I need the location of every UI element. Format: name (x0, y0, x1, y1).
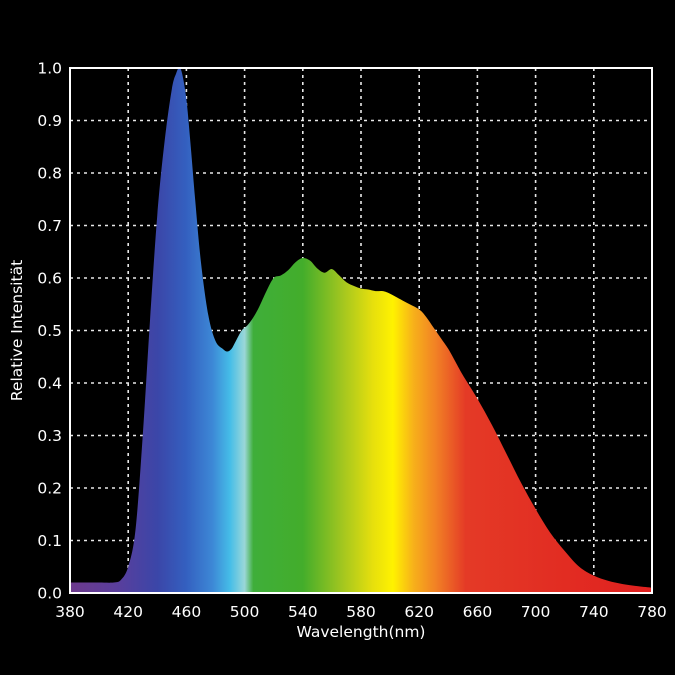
x-tick-label: 460 (172, 603, 202, 621)
y-tick-label: 0.7 (37, 217, 62, 235)
y-tick-label: 0.0 (37, 585, 62, 603)
y-tick-label: 0.3 (37, 427, 62, 445)
x-tick-label: 700 (521, 603, 551, 621)
x-tick-label: 660 (463, 603, 493, 621)
x-tick-label: 500 (230, 603, 260, 621)
x-tick-label: 620 (404, 603, 434, 621)
spectrum-area-layer (70, 68, 652, 593)
y-tick-label: 0.2 (37, 480, 62, 498)
y-tick-label: 0.1 (37, 532, 62, 550)
y-tick-label: 0.4 (37, 375, 62, 393)
x-tick-labels: 380 420 460 500 540 580 620 660 700 740 780 (55, 603, 667, 621)
x-tick-label: 740 (579, 603, 609, 621)
y-tick-label: 1.0 (37, 60, 62, 78)
x-axis-title: Wavelength(nm) (297, 623, 426, 641)
x-tick-label: 580 (346, 603, 376, 621)
x-tick-label: 540 (288, 603, 318, 621)
y-axis-title: Relative Intensität (8, 260, 26, 401)
plot-frame (69, 67, 653, 594)
y-tick-label: 0.8 (37, 165, 62, 183)
y-tick-label: 0.6 (37, 270, 62, 288)
y-tick-labels: 0.0 0.1 0.2 0.3 0.4 0.5 0.6 0.7 0.8 0.9 1.0 (37, 60, 62, 603)
y-tick-label: 0.9 (37, 112, 62, 130)
spectrum-area (70, 68, 652, 593)
x-tick-label: 780 (637, 603, 667, 621)
y-tick-label: 0.5 (37, 322, 62, 340)
x-tick-label: 420 (113, 603, 143, 621)
x-tick-label: 380 (55, 603, 85, 621)
